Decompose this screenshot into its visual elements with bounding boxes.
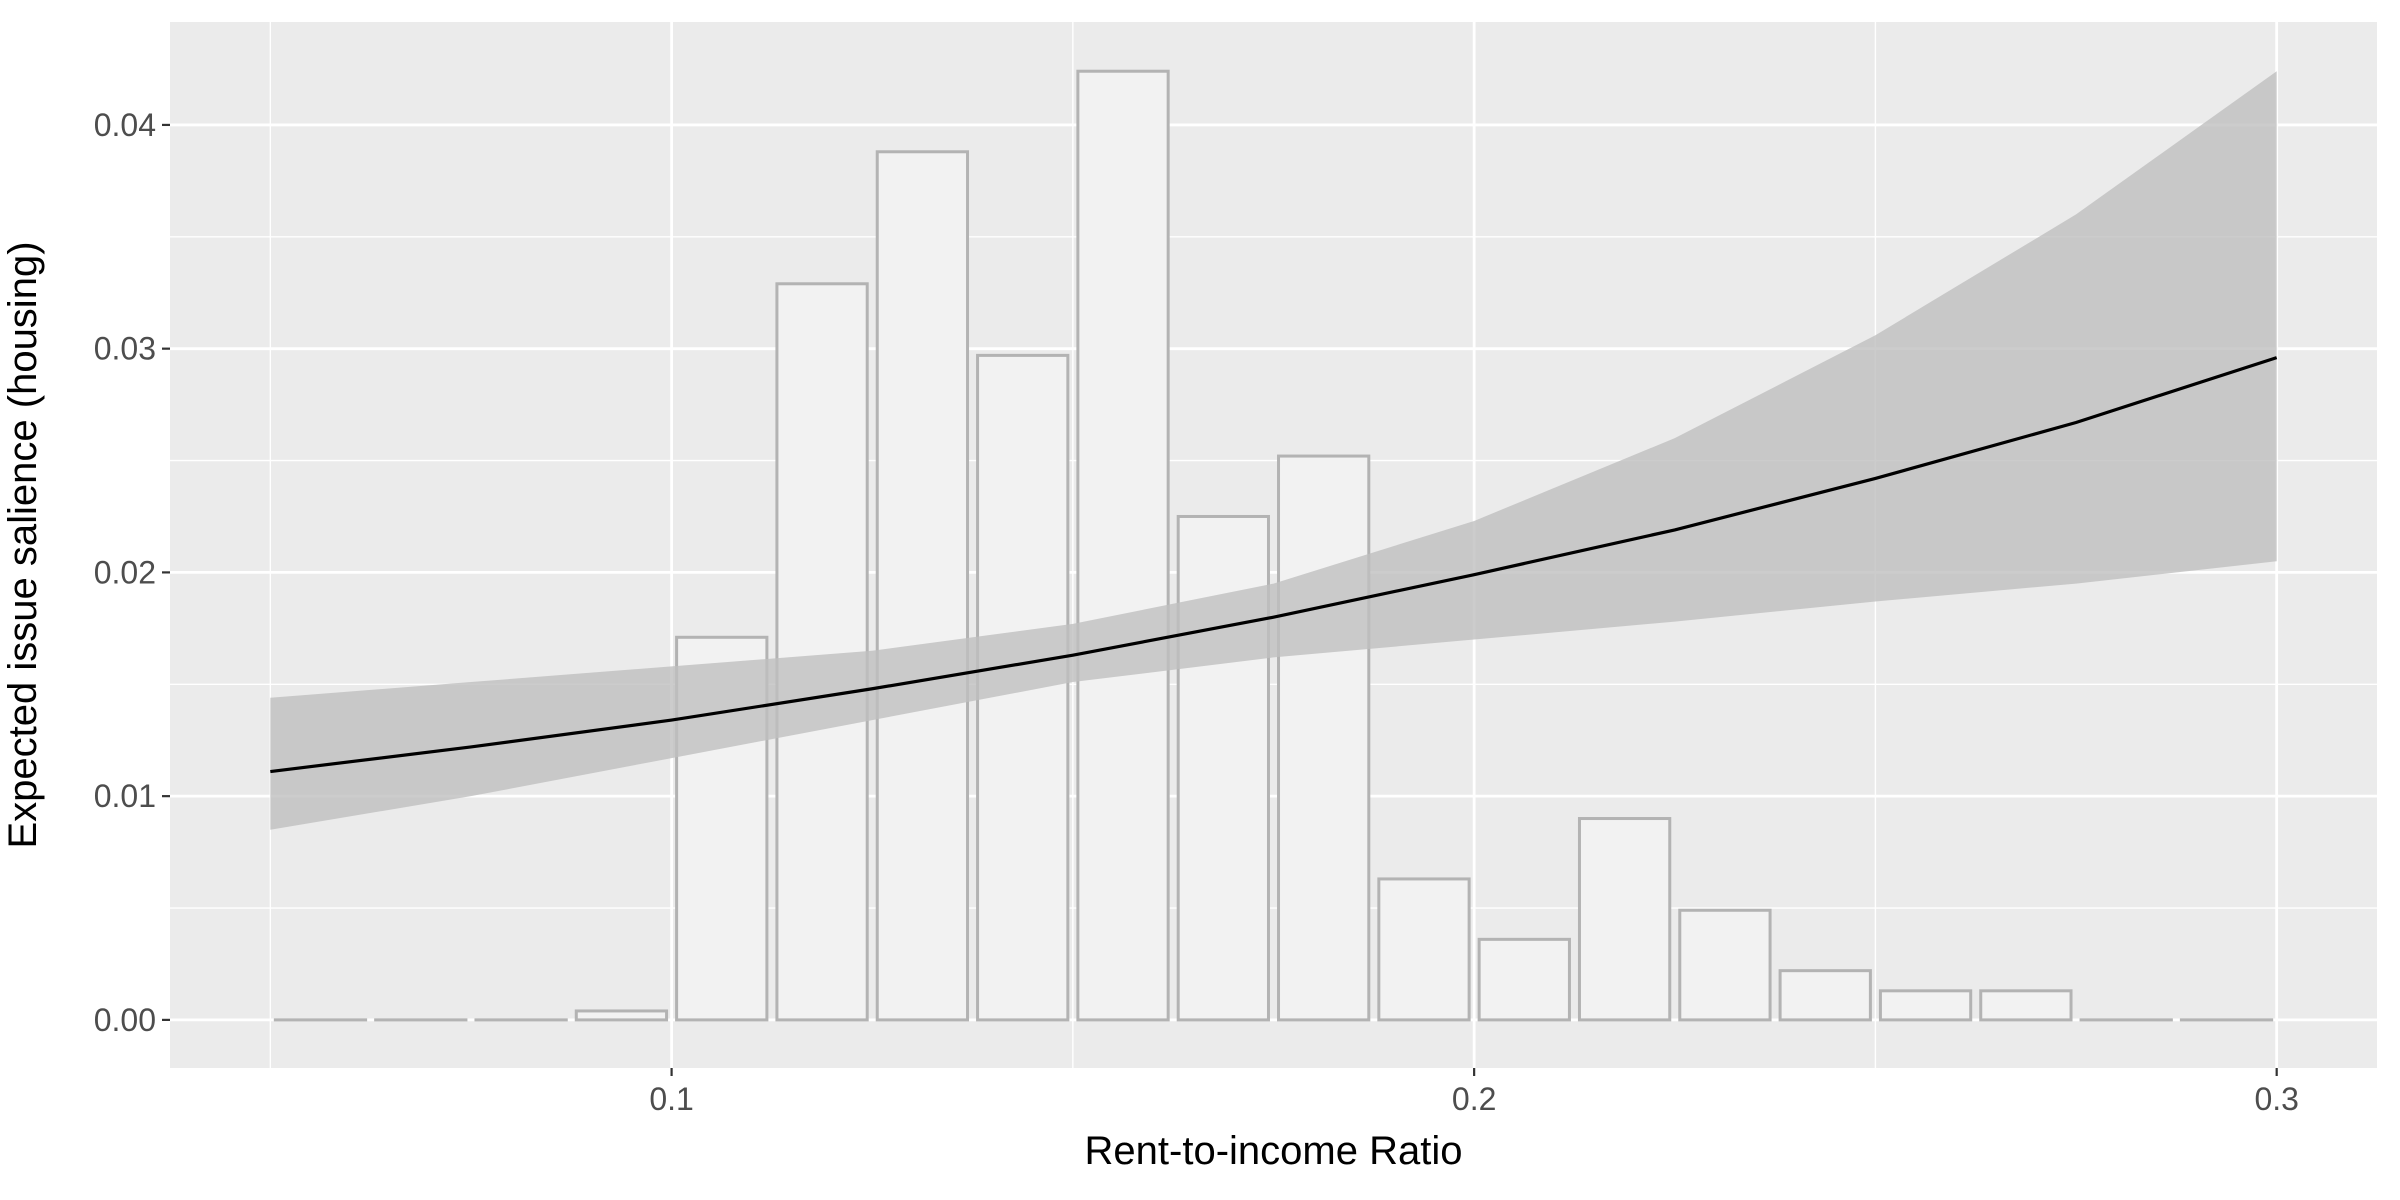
x-axis-ticks: 0.1 0.2 0.3 [649, 1068, 2299, 1117]
y-tick-label: 0.00 [94, 1002, 156, 1038]
x-tick-label: 0.1 [649, 1081, 693, 1117]
histogram-bars [273, 69, 2274, 1022]
histogram-bar [574, 1009, 669, 1022]
x-tick-label: 0.3 [2254, 1081, 2298, 1117]
histogram-bar [1377, 877, 1471, 1022]
histogram-bar [1477, 937, 1571, 1022]
y-axis-ticks: 0.00 0.01 0.02 0.03 0.04 [94, 107, 170, 1038]
histogram-bar [1878, 989, 1973, 1022]
y-tick-label: 0.02 [94, 554, 156, 590]
y-axis-title: Expected issue salience (housing) [1, 241, 45, 848]
y-tick-label: 0.04 [94, 107, 156, 143]
histogram-bar [775, 282, 869, 1022]
histogram-bar [1577, 817, 1672, 1022]
x-tick-label: 0.2 [1452, 1081, 1496, 1117]
histogram-bar [1076, 69, 1170, 1022]
y-tick-label: 0.03 [94, 331, 156, 367]
histogram-bar [1678, 908, 1772, 1022]
confidence-ribbon [270, 71, 2277, 830]
histogram-bar [1778, 969, 1872, 1022]
y-tick-label: 0.01 [94, 778, 156, 814]
x-axis-title: Rent-to-income Ratio [1085, 1129, 1463, 1173]
histogram-bar [875, 150, 970, 1022]
histogram-bar [1979, 989, 2073, 1022]
histogram-bar [1277, 454, 1371, 1022]
fit-line [270, 356, 2278, 774]
